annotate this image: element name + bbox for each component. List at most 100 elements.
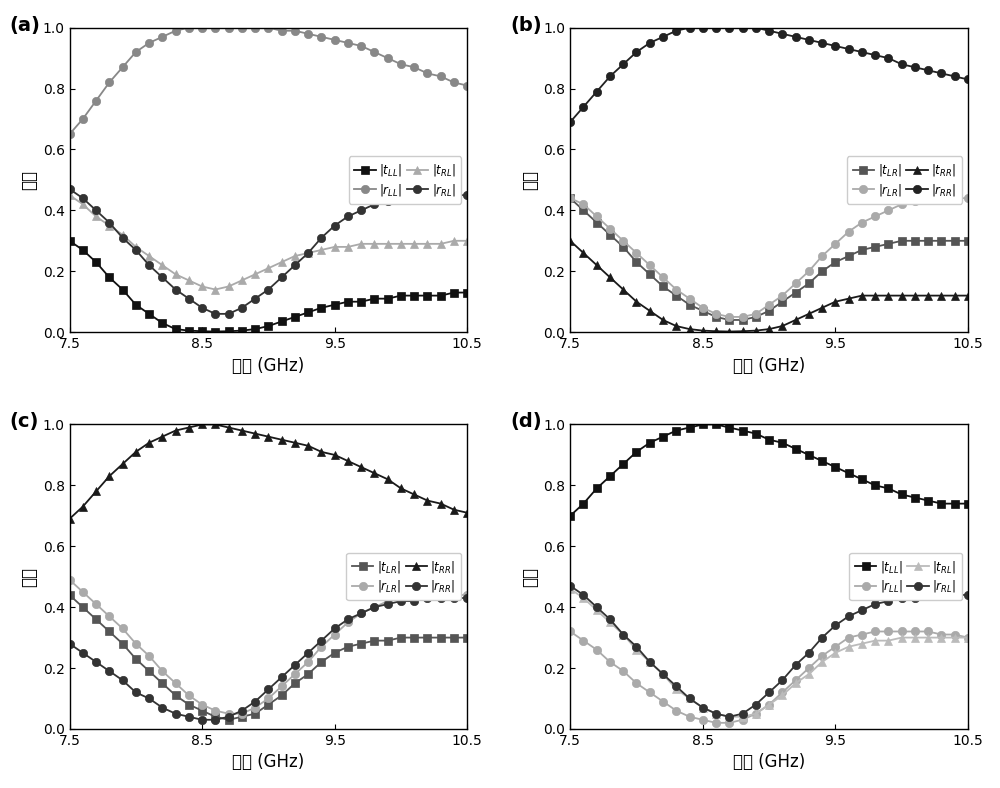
- $|t_{LL}|$: [209, 327, 221, 336]
- Line: $|r_{RL}|$: $|r_{RL}|$: [566, 582, 972, 721]
- $|t_{LR}|$: [604, 230, 616, 240]
- $|r_{RR}|$: [342, 615, 354, 624]
- $|t_{RL}|$: [183, 276, 195, 285]
- $|t_{LL}|$: [684, 423, 696, 433]
- $|t_{RR}|$: [909, 291, 921, 300]
- $|t_{LL}|$: [909, 492, 921, 502]
- $|t_{LR}|$: [249, 709, 261, 719]
- $|t_{LR}|$: [922, 236, 934, 246]
- $|r_{LL}|$: [236, 23, 248, 32]
- $|r_{LR}|$: [776, 291, 788, 300]
- $|t_{LR}|$: [617, 242, 629, 251]
- $|t_{RR}|$: [302, 441, 314, 451]
- $|t_{LL}|$: [750, 429, 762, 438]
- $|r_{LR}|$: [630, 248, 642, 258]
- $|t_{LR}|$: [737, 315, 749, 325]
- $|r_{RR}|$: [461, 593, 473, 603]
- $|r_{RL}|$: [962, 590, 974, 600]
- $|r_{RR}|$: [829, 41, 841, 50]
- $|r_{RR}|$: [896, 60, 908, 69]
- $|t_{RL}|$: [564, 584, 576, 593]
- $|r_{RL}|$: [829, 621, 841, 630]
- $|r_{LL}|$: [843, 633, 855, 642]
- $|r_{RR}|$: [156, 703, 168, 712]
- $|r_{RR}|$: [289, 660, 301, 670]
- $|t_{LL}|$: [408, 291, 420, 300]
- $|r_{LL}|$: [368, 47, 380, 57]
- $|t_{LR}|$: [896, 236, 908, 246]
- $|r_{RL}|$: [869, 600, 881, 609]
- $|t_{LR}|$: [143, 667, 155, 676]
- $|r_{RL}|$: [790, 660, 802, 670]
- $|r_{LL}|$: [103, 78, 115, 87]
- $|r_{LR}|$: [156, 667, 168, 676]
- $|t_{RL}|$: [684, 693, 696, 703]
- $|t_{RR}|$: [143, 438, 155, 448]
- $|r_{LL}|$: [77, 114, 89, 124]
- $|t_{LL}|$: [143, 309, 155, 318]
- $|r_{LL}|$: [670, 706, 682, 716]
- $|r_{RR}|$: [856, 47, 868, 57]
- $|t_{LL}|$: [302, 307, 314, 317]
- $|t_{RR}|$: [382, 474, 394, 484]
- $|r_{RR}|$: [684, 23, 696, 32]
- X-axis label: 频率 (GHz): 频率 (GHz): [733, 356, 805, 374]
- $|t_{RL}|$: [856, 639, 868, 649]
- $|r_{LR}|$: [355, 608, 367, 618]
- $|t_{LL}|$: [223, 326, 235, 336]
- $|t_{LR}|$: [90, 615, 102, 624]
- $|r_{LL}|$: [657, 697, 669, 706]
- $|t_{RL}|$: [882, 636, 894, 645]
- $|t_{LL}|$: [776, 438, 788, 448]
- $|t_{RL}|$: [289, 251, 301, 261]
- $|r_{RR}|$: [421, 593, 433, 603]
- $|r_{RL}|$: [776, 675, 788, 685]
- $|t_{LR}|$: [949, 236, 961, 246]
- $|r_{RR}|$: [170, 709, 182, 719]
- $|t_{RR}|$: [329, 450, 341, 459]
- $|t_{RL}|$: [896, 633, 908, 642]
- $|r_{RL}|$: [591, 602, 603, 611]
- $|r_{LR}|$: [710, 309, 722, 318]
- $|r_{RL}|$: [302, 248, 314, 258]
- $|t_{RR}|$: [816, 303, 828, 313]
- $|t_{RR}|$: [395, 484, 407, 493]
- $|t_{LR}|$: [382, 636, 394, 645]
- $|r_{RR}|$: [577, 102, 589, 112]
- $|r_{RL}|$: [156, 273, 168, 282]
- $|t_{RL}|$: [435, 239, 447, 248]
- $|r_{RL}|$: [896, 593, 908, 603]
- $|r_{LL}|$: [315, 32, 327, 42]
- $|t_{RR}|$: [644, 306, 656, 315]
- $|r_{RL}|$: [843, 611, 855, 621]
- $|t_{RL}|$: [90, 212, 102, 221]
- $|t_{LL}|$: [236, 326, 248, 336]
- $|t_{LL}|$: [723, 423, 735, 433]
- $|t_{LR}|$: [697, 306, 709, 315]
- $|r_{RL}|$: [170, 284, 182, 294]
- $|t_{RR}|$: [117, 459, 129, 469]
- $|t_{LR}|$: [103, 626, 115, 636]
- $|t_{RL}|$: [209, 284, 221, 294]
- $|r_{RL}|$: [382, 196, 394, 206]
- $|r_{LR}|$: [421, 590, 433, 600]
- $|r_{RR}|$: [723, 23, 735, 32]
- $|t_{RL}|$: [236, 276, 248, 285]
- $|t_{RL}|$: [77, 199, 89, 209]
- $|r_{RL}|$: [223, 309, 235, 318]
- $|r_{RL}|$: [935, 590, 947, 600]
- $|t_{LL}|$: [737, 426, 749, 435]
- $|t_{LR}|$: [196, 706, 208, 716]
- Legend: $|t_{LR}|$, $|r_{LR}|$, $|t_{RR}|$, $|r_{RR}|$: $|t_{LR}|$, $|r_{LR}|$, $|t_{RR}|$, $|r_…: [847, 156, 962, 203]
- $|t_{RL}|$: [670, 685, 682, 694]
- $|r_{RR}|$: [315, 636, 327, 645]
- $|r_{RL}|$: [342, 212, 354, 221]
- $|r_{RR}|$: [763, 26, 775, 35]
- $|r_{LR}|$: [103, 611, 115, 621]
- $|t_{RR}|$: [461, 508, 473, 518]
- $|r_{RR}|$: [329, 624, 341, 634]
- $|r_{RR}|$: [117, 675, 129, 685]
- $|r_{LR}|$: [170, 678, 182, 688]
- $|r_{RR}|$: [869, 50, 881, 60]
- $|t_{LL}|$: [289, 312, 301, 322]
